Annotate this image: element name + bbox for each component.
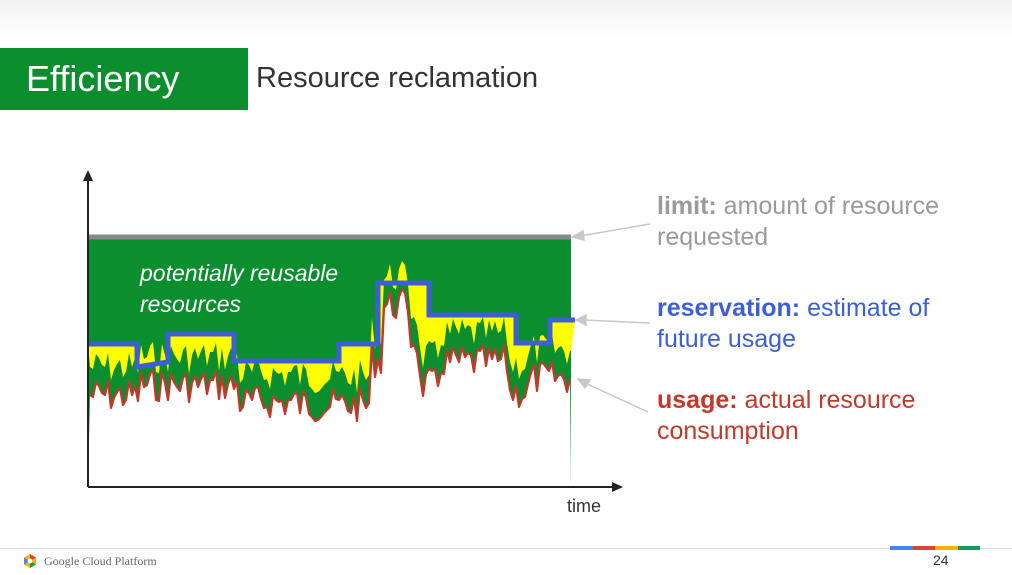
google-cloud-platform-icon <box>24 554 36 568</box>
reservation-pointer-arrowhead <box>574 313 587 327</box>
reservation-annotation: reservation: estimate of future usage <box>657 293 929 355</box>
limit-pointer <box>579 223 651 237</box>
reservation-usage-gap-area <box>88 261 575 393</box>
reservation-pointer <box>583 319 651 324</box>
usage-line <box>89 287 572 423</box>
page-number: 24 <box>933 552 949 568</box>
reservation-desc-line1: estimate of <box>800 294 930 322</box>
color-bar-red <box>912 546 935 550</box>
reusable-resources-label: potentially reusable resources <box>140 258 400 320</box>
reservation-line <box>88 280 575 370</box>
footer-brand: Google Cloud Platform <box>44 553 157 568</box>
reusable-label-line1: potentially reusable <box>140 260 339 286</box>
section-tag: Efficiency <box>0 48 248 110</box>
reservation-desc-line2: future usage <box>657 325 796 353</box>
usage-annotation: usage: actual resource consumption <box>657 385 915 447</box>
color-bar-green <box>957 546 980 550</box>
color-bar-yellow <box>935 546 958 550</box>
limit-desc-line2: requested <box>657 223 769 251</box>
x-axis-label: time <box>567 496 602 516</box>
usage-pointer <box>584 382 649 413</box>
unused-below-usage-area <box>88 289 571 487</box>
x-axis-arrow <box>612 482 623 492</box>
usage-term: usage: <box>657 386 738 414</box>
limit-desc-line1: amount of resource <box>716 192 940 220</box>
y-axis-arrow <box>83 170 93 181</box>
limit-annotation: limit: amount of resource requested <box>657 191 939 253</box>
color-bar-blue <box>890 546 913 550</box>
usage-desc-line2: consumption <box>657 417 799 445</box>
slide-title: Resource reclamation <box>256 62 539 94</box>
usage-desc-line1: actual resource <box>737 386 916 414</box>
limit-pointer-arrowhead <box>569 229 585 241</box>
footer-logo: Google Cloud Platform <box>22 552 157 570</box>
usage-pointer-arrowhead <box>576 378 592 390</box>
footer-divider <box>0 548 1012 549</box>
reusable-label-line2: resources <box>140 291 241 317</box>
reservation-term: reservation: <box>657 294 801 322</box>
limit-term: limit: <box>657 192 717 220</box>
footer-color-bar <box>890 546 980 550</box>
